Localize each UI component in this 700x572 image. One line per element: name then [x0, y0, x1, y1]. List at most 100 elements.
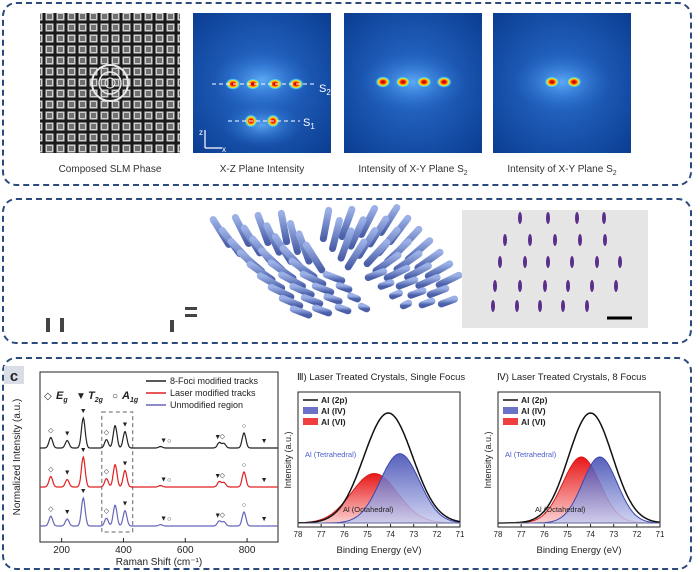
xps-multi-title: Ⅳ) Laser Treated Crystals, 8 Focus [497, 372, 646, 383]
focus-rod [347, 292, 361, 303]
raman-dashed-box [101, 411, 134, 533]
raman-tick-label: 200 [53, 545, 70, 556]
focus-rod [437, 295, 459, 308]
laser-track [543, 280, 547, 292]
focus-rod [389, 289, 403, 300]
xps-single-legend-iv-swatch [303, 407, 318, 414]
xps-single-legend-vi: Al (VI) [321, 417, 346, 427]
mode-eg-marker: ◇ [44, 391, 52, 402]
raman-peak-marker: ◇ [48, 506, 54, 513]
focus-rod [364, 267, 388, 282]
raman-peak-marker: ▼ [160, 516, 167, 523]
focus-rod [323, 293, 343, 305]
xps-tick-label: 78 [294, 530, 303, 539]
laser-track [538, 300, 542, 312]
focus-rod [278, 294, 304, 310]
raman-peak-marker: ▼ [160, 438, 167, 445]
laser-track [603, 234, 607, 246]
raman-xlabel: Raman Shift (cm⁻¹) [116, 557, 202, 568]
xps-single-chart: 78 77 76 75 74 73 72 71 [294, 391, 465, 539]
focus-rod [311, 282, 335, 296]
legend-label-8foci: 8-Foci modified tracks [170, 376, 259, 386]
raman-peak-marker: ◇ [104, 508, 110, 515]
raman-peak-marker: ◇ [220, 472, 226, 479]
focus-rod [335, 282, 353, 293]
raman-series-line [40, 416, 278, 449]
focus-rod [372, 251, 402, 275]
focus-rod [347, 216, 367, 250]
laser-track [515, 300, 519, 312]
raman-legend: 8-Foci modified tracks Laser modified tr… [146, 376, 259, 410]
raman-peak-marker: ▼ [64, 431, 71, 438]
laser-track [546, 256, 550, 268]
raman-peak-marker: ▼ [64, 509, 71, 516]
mode-a1g-label: A1g [121, 390, 139, 404]
xy-plane-image-1 [344, 13, 482, 153]
raman-peak-marker: ▼ [261, 438, 268, 445]
raman-peak-marker: ○ [242, 502, 246, 509]
xps-tick-label: 71 [456, 530, 465, 539]
panel-b [2, 198, 692, 344]
focus-rod [300, 293, 324, 308]
xps-multi-ylabel: Intensity (a.u.) [483, 431, 493, 488]
xps-single-ylabel: Intensity (a.u.) [283, 431, 293, 488]
raman-label-box [4, 366, 24, 384]
xps-tick-label: 76 [540, 530, 549, 539]
focus-rod [393, 250, 423, 273]
focus-rod [302, 241, 326, 274]
focus-rod [415, 273, 441, 290]
focus-rod [426, 284, 450, 299]
focus-array-rods [209, 204, 463, 319]
laser-track [493, 280, 497, 292]
focus-rod [338, 205, 356, 241]
xps-multi-frame [497, 391, 661, 528]
focus-rod [322, 270, 346, 285]
focus-rod [383, 264, 411, 282]
raman-tick-label: 400 [115, 545, 132, 556]
laser-track [614, 280, 618, 292]
focus-rod [407, 287, 427, 299]
focus-rod [377, 279, 395, 290]
xps-tick-label: 78 [494, 530, 503, 539]
focus-rod [289, 282, 315, 299]
laser-track [498, 256, 502, 268]
raman-peak-marker: ○ [167, 477, 171, 484]
xps-single-frame [297, 391, 461, 528]
caption-xy-plane-1: Intensity of X-Y Plane S2 [358, 164, 467, 177]
raman-peak-marker: ○ [242, 423, 246, 430]
focus-rod [311, 304, 333, 317]
xps-tick-label: 73 [609, 530, 618, 539]
raman-plot-frame [39, 371, 279, 543]
raman-peak-marker: ▼ [261, 516, 268, 523]
raman-peak-marker: ◇ [48, 428, 54, 435]
xps-single-xlabel: Binding Energy (eV) [336, 545, 421, 556]
raman-peak-marker: ○ [242, 462, 246, 469]
raman-peak-marker: ▼ [80, 488, 87, 495]
xps-tick-label: 75 [563, 530, 572, 539]
xps-tick-label: 71 [656, 530, 665, 539]
xps-tick-label: 72 [432, 530, 441, 539]
mode-a1g-marker: ○ [112, 391, 118, 402]
xps-multi-legend-iv: Al (IV) [521, 406, 546, 416]
xps-multi-xlabel: Binding Energy (eV) [536, 545, 621, 556]
xps-multi-legend: Al (2p) Al (IV) Al (VI) [503, 395, 548, 427]
raman-peak-marker: ▼ [261, 477, 268, 484]
focus-rod [337, 227, 355, 262]
raman-peak-marker: ◇ [104, 469, 110, 476]
caption-xz-plane: X-Z Plane Intensity [220, 164, 304, 175]
laser-track [590, 280, 594, 292]
focus-rod [267, 283, 295, 301]
xy-plane-image-2 [493, 13, 631, 153]
xps-multi-legend-2p: Al (2p) [521, 395, 548, 405]
xz-plane-image [193, 13, 331, 153]
raman-series-line [40, 455, 278, 488]
focus-rod [418, 297, 436, 309]
focus-rod [329, 217, 343, 252]
xps-tick-label: 75 [363, 530, 372, 539]
focus-rod [424, 260, 454, 280]
raman-tick-label: 600 [177, 545, 194, 556]
xps-multi-legend-iv-swatch [503, 407, 518, 414]
focus-rod [435, 271, 463, 289]
laser-track [518, 280, 522, 292]
